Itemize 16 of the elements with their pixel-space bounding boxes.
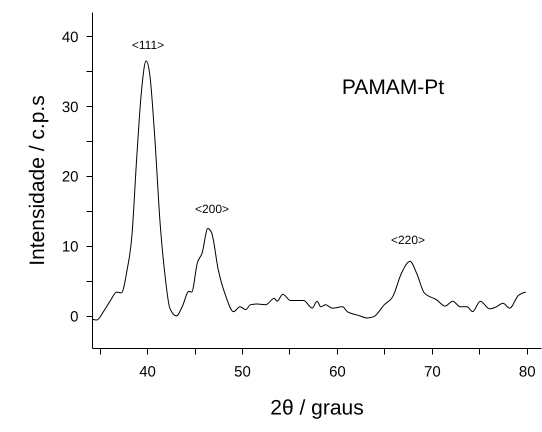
y-tick-label: 0 [70,308,78,326]
x-tick-label: 70 [424,364,441,380]
annotation: <200> [194,202,230,216]
y-axis-title: Intensidade / c.p.s [26,95,49,266]
y-tick-label: 10 [62,238,78,256]
annotation: <220> [390,233,426,247]
y-tick-label: 40 [62,28,78,46]
x-tick-label: 80 [518,364,536,380]
x-axis-title: 2θ / graus [270,396,364,420]
x-tick-label: 50 [234,364,251,380]
annotation: <111> [132,38,164,52]
x-tick-label: 60 [329,364,346,380]
y-tick-label: 30 [62,98,78,116]
annotation: PAMAM-Pt [342,76,444,99]
x-tick-label: 40 [139,364,156,380]
y-tick-label: 20 [62,168,78,186]
